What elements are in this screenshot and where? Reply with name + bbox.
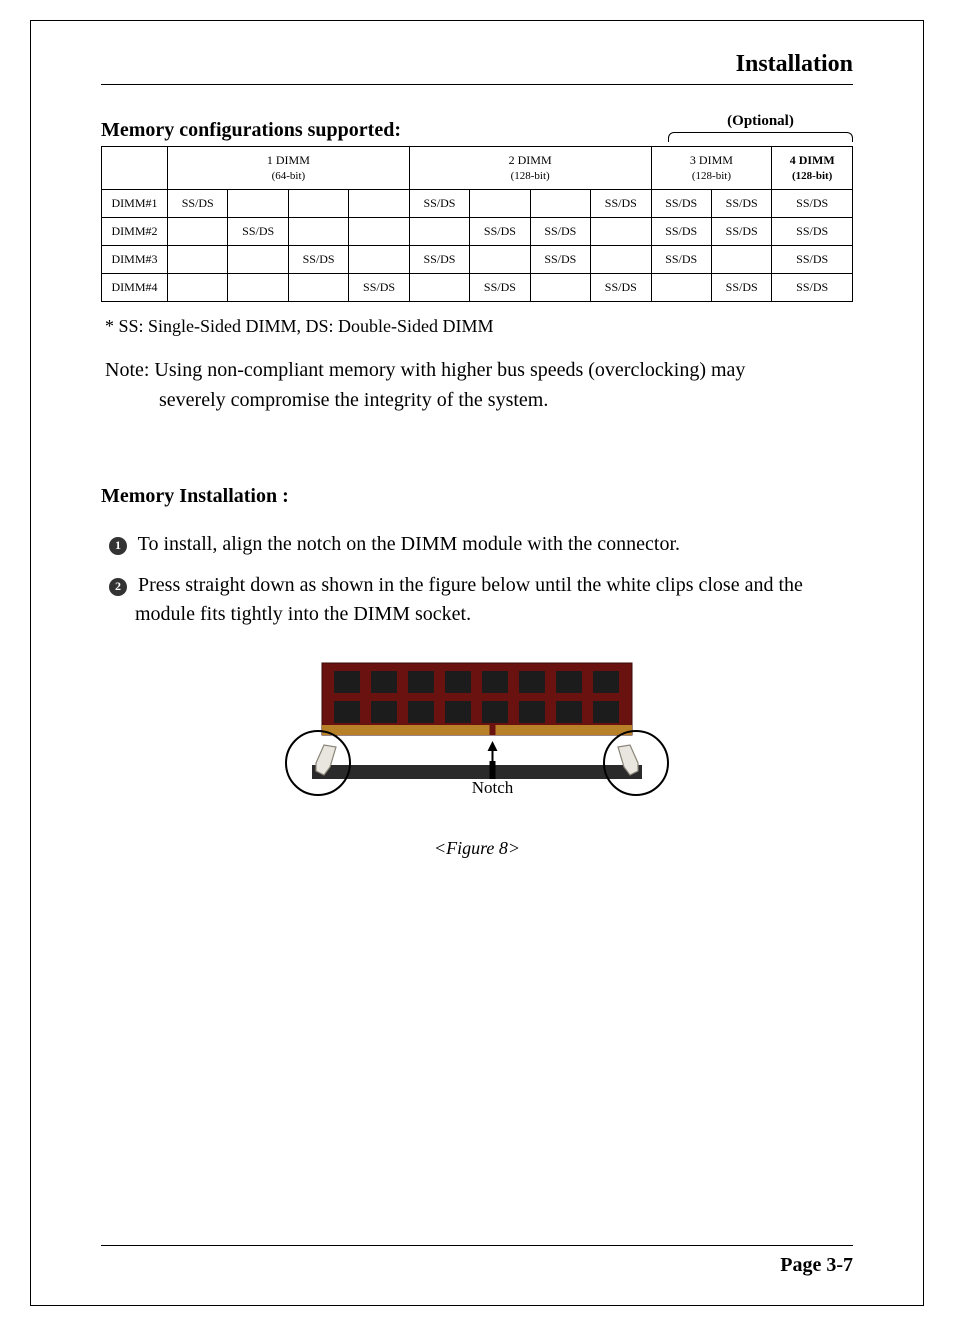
memory-config-table: 1 DIMM (64-bit) 2 DIMM (128-bit) 3 DIMM … — [101, 146, 853, 302]
table-cell — [591, 218, 651, 246]
table-cell: SS/DS — [409, 246, 469, 274]
table-cell — [711, 246, 771, 274]
table-cell: SS/DS — [470, 218, 530, 246]
col-group-1: 1 DIMM (64-bit) — [168, 147, 410, 190]
table-cell — [409, 218, 469, 246]
optional-group: (Optional) — [668, 113, 853, 142]
table-cell: SS/DS — [711, 274, 771, 302]
figure-caption: <Figure 8> — [101, 838, 853, 859]
col-group-3: 3 DIMM (128-bit) — [651, 147, 772, 190]
row-label: DIMM#3 — [102, 246, 168, 274]
svg-text:Notch: Notch — [472, 778, 514, 797]
table-row: DIMM#2SS/DSSS/DSSS/DSSS/DSSS/DSSS/DS — [102, 218, 853, 246]
row-label: DIMM#4 — [102, 274, 168, 302]
step-badge-1: 1 — [109, 537, 127, 555]
table-cell: SS/DS — [772, 246, 853, 274]
table-cell: SS/DS — [168, 190, 228, 218]
table-row: DIMM#4SS/DSSS/DSSS/DSSS/DSSS/DS — [102, 274, 853, 302]
table-cell — [591, 246, 651, 274]
section2-title: Memory Installation : — [101, 485, 853, 508]
optional-label: (Optional) — [668, 113, 853, 130]
col-group-2: 2 DIMM (128-bit) — [409, 147, 651, 190]
bracket-icon — [668, 132, 853, 142]
table-cell — [651, 274, 711, 302]
note-line-1: Note: Using non-compliant memory with hi… — [105, 355, 853, 385]
table-cell — [168, 274, 228, 302]
page-footer: Page 3-7 — [101, 1245, 853, 1277]
section-header: Installation — [101, 51, 853, 85]
step-2: 2 Press straight down as shown in the fi… — [101, 571, 853, 629]
table-cell: SS/DS — [591, 190, 651, 218]
table-cell: SS/DS — [409, 190, 469, 218]
table-cell — [470, 190, 530, 218]
table-cell: SS/DS — [288, 246, 348, 274]
table-cell — [228, 274, 288, 302]
subhead: Memory configurations supported: — [101, 119, 401, 142]
step-1: 1 To install, align the notch on the DIM… — [101, 530, 853, 559]
table-cell — [409, 274, 469, 302]
table-cell: SS/DS — [470, 274, 530, 302]
step-badge-2: 2 — [109, 578, 127, 596]
table-cell — [288, 218, 348, 246]
table-cell: SS/DS — [711, 218, 771, 246]
page-number: Page 3-7 — [780, 1254, 853, 1276]
note-line-2: severely compromise the integrity of the… — [105, 385, 853, 415]
table-cell: SS/DS — [228, 218, 288, 246]
table-cell — [168, 218, 228, 246]
table-cell: SS/DS — [530, 246, 590, 274]
table-row: DIMM#3 SS/DS SS/DS SS/DS SS/DS SS/DS — [102, 246, 853, 274]
step-1-text: To install, align the notch on the DIMM … — [138, 533, 680, 555]
figure-container: Notch <Figure 8> — [101, 653, 853, 859]
page-frame: Installation Memory configurations suppo… — [30, 20, 924, 1306]
table-cell — [349, 246, 409, 274]
table-row: DIMM#1SS/DSSS/DSSS/DSSS/DSSS/DSSS/DS — [102, 190, 853, 218]
table-cell — [288, 274, 348, 302]
table-cell — [288, 190, 348, 218]
table-cell: SS/DS — [772, 218, 853, 246]
table-cell: SS/DS — [651, 246, 711, 274]
table-cell: SS/DS — [530, 218, 590, 246]
dimm-figure: Notch — [262, 653, 692, 823]
step-2-text: Press straight down as shown in the figu… — [135, 574, 803, 625]
col-group-4: 4 DIMM (128-bit) — [772, 147, 853, 190]
table-cell — [349, 190, 409, 218]
table-cell: SS/DS — [591, 274, 651, 302]
table-cell: SS/DS — [349, 274, 409, 302]
table-cell — [168, 246, 228, 274]
memory-installation-section: Memory Installation : 1 To install, alig… — [101, 485, 853, 859]
table-cell: SS/DS — [651, 218, 711, 246]
table-cell — [530, 274, 590, 302]
table-cell — [349, 218, 409, 246]
table-cell: SS/DS — [772, 190, 853, 218]
subhead-row: Memory configurations supported: (Option… — [101, 113, 853, 142]
table-cell — [228, 246, 288, 274]
table-cell — [470, 246, 530, 274]
table-cell: SS/DS — [651, 190, 711, 218]
table-cell: SS/DS — [772, 274, 853, 302]
row-label: DIMM#1 — [102, 190, 168, 218]
table-cell — [228, 190, 288, 218]
table-cell — [530, 190, 590, 218]
footnote: * SS: Single-Sided DIMM, DS: Double-Side… — [105, 316, 853, 337]
table-cell: SS/DS — [711, 190, 771, 218]
row-label: DIMM#2 — [102, 218, 168, 246]
